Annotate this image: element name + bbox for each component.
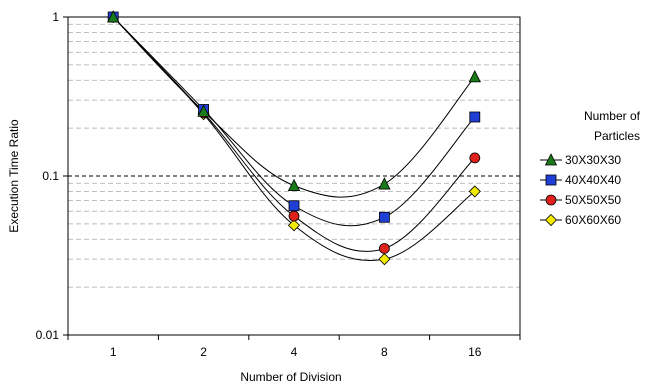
x-tick-label: 2 (200, 345, 207, 359)
axes (63, 16, 521, 340)
series-line (112, 16, 476, 227)
x-axis-title: Number of Division (240, 370, 341, 384)
legend-title-line-2: Particles (594, 129, 640, 143)
legend-marker (545, 194, 557, 206)
y-tick-label: 0.01 (36, 328, 60, 342)
series-30X30X30 (112, 16, 476, 198)
legend-item: 40X40X40 (540, 173, 621, 187)
x-tick-label: 4 (291, 345, 298, 359)
series-markers-50X50X50 (107, 11, 481, 254)
series-40X40X40 (112, 16, 476, 227)
series-line (112, 16, 476, 262)
series-markers-60X60X60 (107, 10, 481, 266)
x-tick-label: 8 (381, 345, 388, 359)
data-point (469, 152, 481, 164)
legend: Number of Particles 30X30X30 40X40X40 50X5… (540, 109, 641, 227)
legend-marker (544, 153, 558, 166)
data-point (468, 70, 481, 83)
data-point (197, 104, 210, 117)
data-point (288, 210, 300, 222)
data-point (378, 243, 390, 254)
legend-item: 60X60X60 (540, 213, 621, 227)
grid (68, 23, 520, 288)
legend-label: 40X40X40 (565, 173, 621, 187)
legend-marker (544, 213, 558, 227)
y-tick-label: 0.1 (42, 169, 59, 183)
data-point (378, 211, 390, 223)
series-line (112, 16, 476, 198)
data-point (378, 177, 391, 190)
data-point (468, 185, 481, 198)
series-60X60X60 (112, 16, 476, 262)
series-markers-30X30X30 (107, 10, 481, 192)
series-group (107, 10, 481, 266)
legend-label: 60X60X60 (565, 213, 621, 227)
data-point (378, 253, 391, 266)
legend-item: 30X30X30 (540, 153, 621, 167)
tick-labels: 1 2 4 8 16 0.01 0.1 1 (36, 10, 482, 359)
data-point (287, 178, 301, 192)
x-tick-label: 1 (110, 345, 117, 359)
y-axis-title: Execution Time Ratio (7, 119, 21, 233)
legend-items: 30X30X30 40X40X40 50X50X50 60X60X60 (540, 153, 621, 227)
data-point (288, 200, 300, 212)
legend-label: 30X30X30 (565, 153, 621, 167)
legend-title-line-1: Number of (584, 109, 641, 123)
data-point (469, 111, 481, 123)
x-tick-label: 16 (468, 345, 482, 359)
data-point (287, 219, 301, 232)
legend-item: 50X50X50 (540, 193, 621, 207)
data-point (107, 10, 120, 23)
legend-marker (545, 174, 557, 186)
legend-label: 50X50X50 (565, 193, 621, 207)
y-tick-label: 1 (52, 10, 59, 24)
